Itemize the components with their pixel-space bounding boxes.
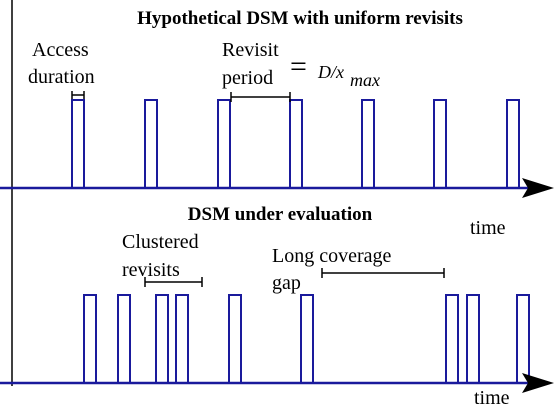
revisit-label: Revisit [222, 39, 279, 61]
clustered-label: revisits [122, 259, 180, 281]
gap-label: Long coverage [272, 245, 392, 267]
clustered-bracket [144, 277, 203, 287]
top-title: Hypothetical DSM with uniform revisits [137, 8, 463, 29]
bottom-axis-label: time [474, 387, 510, 409]
gap-bracket [321, 268, 445, 278]
revisit-bracket [230, 92, 291, 102]
clustered-label: Clustered [122, 231, 199, 253]
bottom-arrow [522, 373, 554, 393]
bottom-pulses [83, 294, 530, 383]
top-pulses [71, 99, 520, 188]
revisit-label: period [222, 67, 273, 89]
formula-equals: = [290, 50, 307, 83]
top-axis-label: time [470, 217, 506, 239]
access-label: Access [32, 39, 89, 61]
bottom-title: DSM under evaluation [188, 204, 373, 225]
gap-label: gap [272, 272, 301, 294]
access-bracket [71, 91, 85, 99]
top-arrow [522, 178, 554, 198]
access-label: duration [28, 66, 95, 88]
formula: D/x [317, 62, 344, 82]
formula-subscript: max [350, 70, 380, 90]
